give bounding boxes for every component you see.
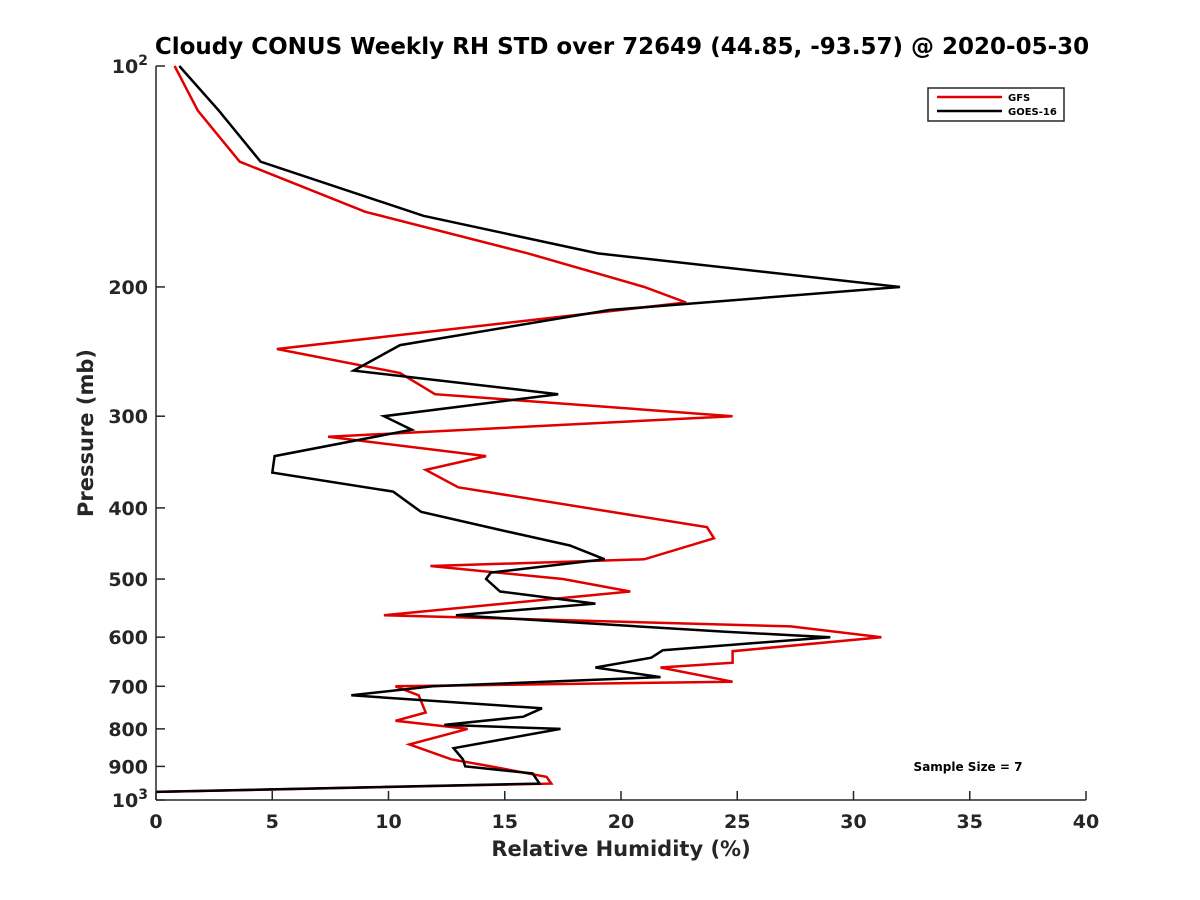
chart-title: Cloudy CONUS Weekly RH STD over 72649 (4…	[155, 34, 1089, 60]
x-tick-label: 35	[957, 811, 983, 833]
y-tick-label: 500	[108, 569, 148, 591]
y-tick-label: 400	[108, 498, 148, 520]
y-tick-label: 200	[108, 277, 148, 299]
y-axis-label: Pressure (mb)	[74, 349, 98, 517]
series-layer	[155, 65, 901, 794]
y-tick-label: 103	[112, 787, 148, 812]
y-tick-label: 600	[108, 627, 148, 649]
legend-box	[927, 87, 1065, 122]
x-axis-label: Relative Humidity (%)	[491, 837, 750, 861]
sample-size-annotation: Sample Size = 7	[914, 760, 1023, 774]
legend-label-goes16: GOES-16	[1008, 107, 1057, 118]
x-tick-label: 40	[1073, 811, 1099, 833]
y-tick-label: 900	[108, 756, 148, 778]
x-tick-label: 20	[608, 811, 634, 833]
legend: GFS GOES-16	[927, 87, 1065, 122]
series-line-goes16	[155, 65, 901, 794]
y-tick-label: 300	[108, 406, 148, 428]
y-ticks: 102 200 300 400 500 600 700 800 900 103	[108, 53, 165, 812]
y-tick-label: 800	[108, 719, 148, 741]
x-tick-label: 30	[840, 811, 866, 833]
x-tick-label: 25	[724, 811, 750, 833]
legend-label-gfs: GFS	[1008, 93, 1030, 104]
x-tick-label: 5	[266, 811, 279, 833]
axes	[155, 66, 1086, 801]
x-tick-label: 15	[492, 811, 518, 833]
y-tick-label: 700	[108, 676, 148, 698]
x-tick-label: 10	[375, 811, 401, 833]
series-line-gfs	[155, 65, 882, 794]
x-tick-label: 0	[149, 811, 162, 833]
y-tick-label: 102	[112, 53, 148, 78]
x-ticks: 0 5 10 15 20 25 30 35 40	[149, 791, 1099, 833]
